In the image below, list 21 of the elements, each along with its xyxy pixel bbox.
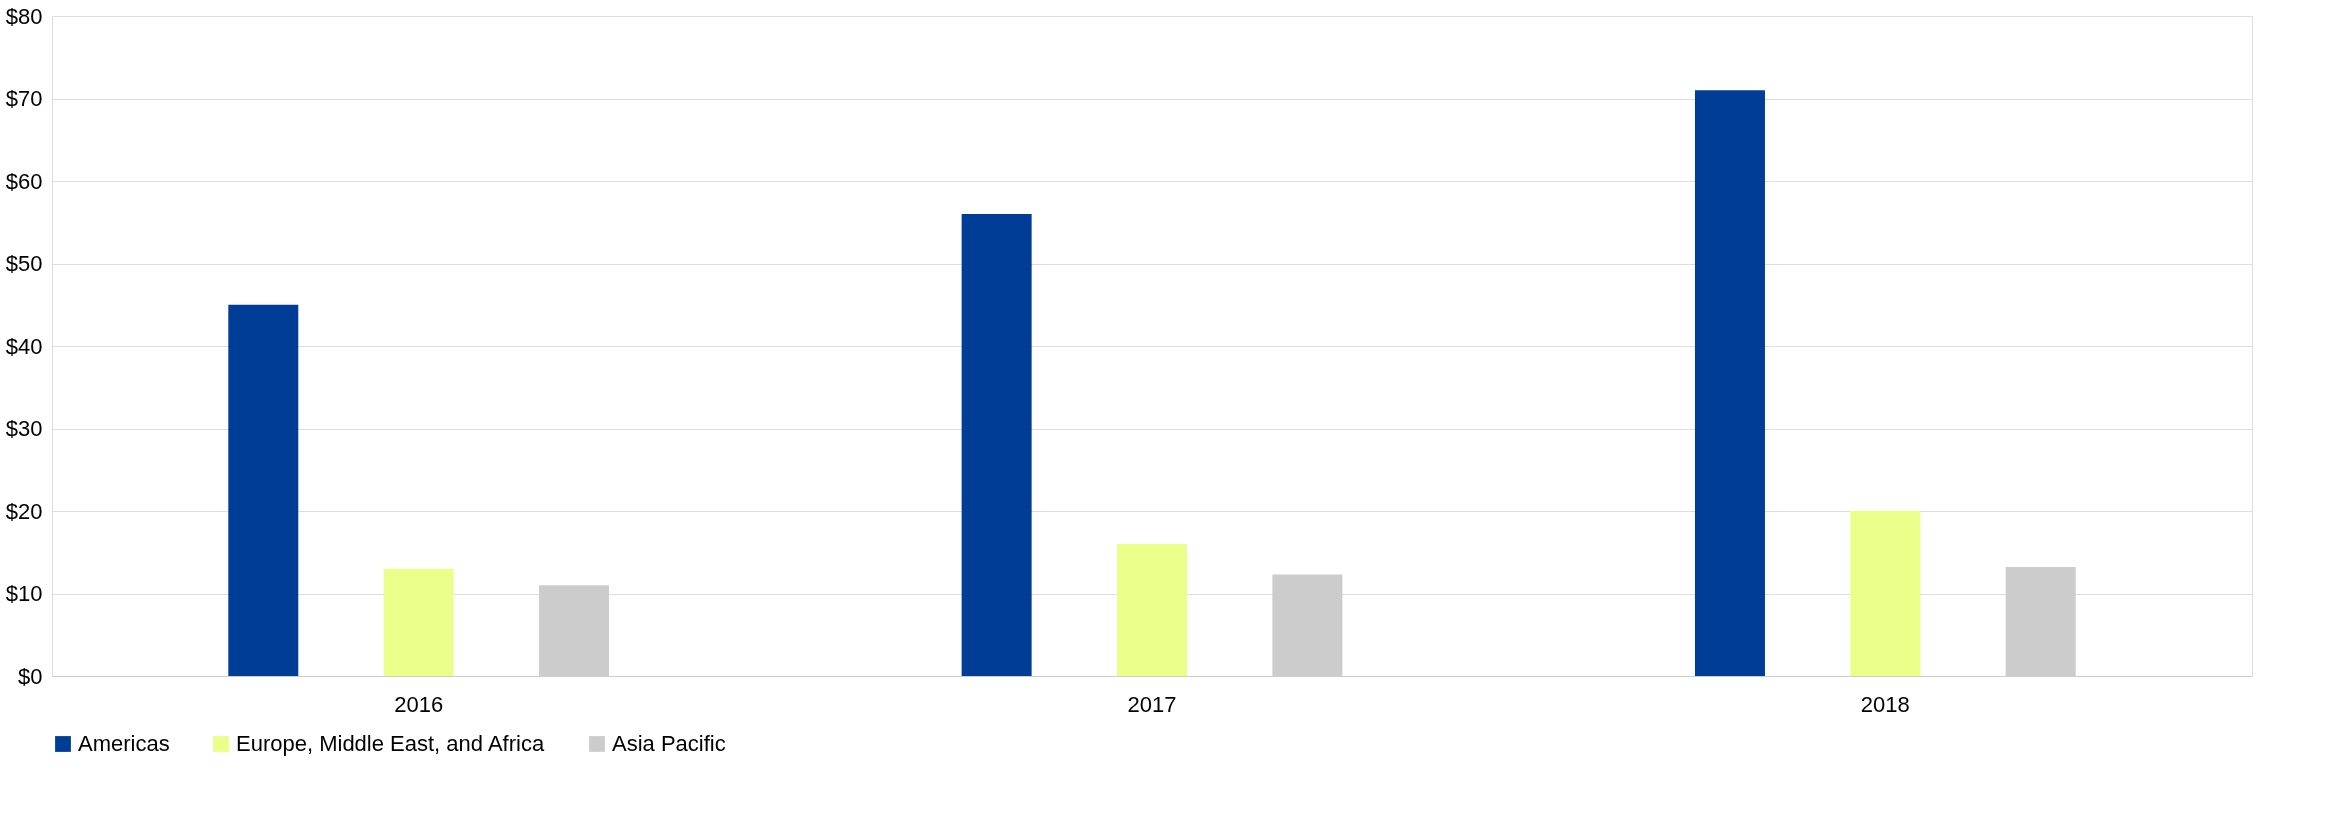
y-tick-label: $30 [5, 416, 43, 441]
x-tick-label: 2018 [1860, 691, 1910, 717]
y-tick-label: $20 [5, 498, 43, 524]
bar [1117, 544, 1187, 676]
bar [383, 568, 454, 676]
legend-label: Asia Pacific [612, 731, 726, 756]
x-tick-label: 2016 [394, 691, 444, 717]
bar [1850, 511, 1921, 676]
bar [228, 304, 299, 676]
y-tick-label: $50 [5, 251, 43, 276]
y-tick-label: $0 [18, 663, 43, 689]
bar [1694, 90, 1765, 676]
legend-label: Europe, Middle East, and Africa [236, 731, 545, 756]
legend-label: Americas [78, 731, 170, 756]
y-tick-label: $10 [5, 581, 43, 606]
x-tick-label: 2017 [1127, 691, 1177, 717]
y-tick-label: $80 [5, 3, 43, 29]
y-tick-label: $70 [5, 86, 43, 111]
bar [961, 214, 1032, 676]
y-tick-label: $40 [5, 333, 43, 359]
y-tick-label: $60 [5, 168, 43, 194]
